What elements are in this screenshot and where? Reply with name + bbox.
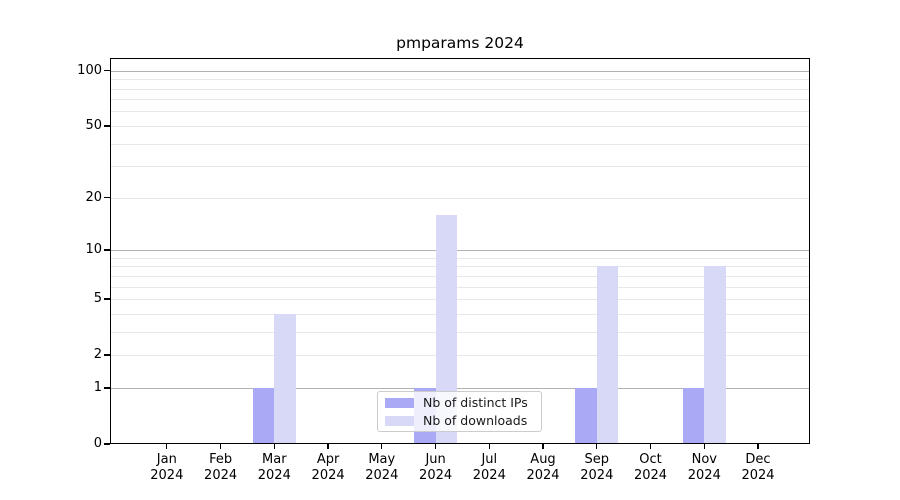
bar-downloads-sep	[596, 266, 619, 444]
legend: Nb of distinct IPs Nb of downloads	[377, 391, 542, 432]
bar-downloads-mar	[274, 313, 296, 444]
y-tick-label-2: 2	[93, 347, 102, 363]
y-gridline-6	[110, 286, 810, 288]
y-tick-100	[104, 69, 110, 72]
distinct-ips-swatch-icon	[385, 397, 414, 408]
y-gridline-40	[110, 143, 810, 145]
y-gridline-10	[110, 250, 810, 251]
y-tick-label-1: 1	[93, 379, 102, 395]
x-tick-label-nov: Nov 2024	[687, 452, 721, 483]
x-tick-label-feb: Feb 2024	[204, 452, 238, 483]
y-tick-10	[104, 249, 110, 251]
y-tick-5	[104, 298, 110, 300]
y-gridline-3	[110, 331, 810, 333]
x-tick-jan	[166, 444, 168, 449]
bar-distinct-ips-mar	[252, 387, 275, 444]
y-tick-label-20: 20	[85, 189, 102, 205]
chart-title: pmparams 2024	[396, 34, 524, 52]
y-gridline-8	[110, 266, 810, 268]
y-gridline-70	[110, 99, 810, 101]
y-gridline-50	[110, 125, 810, 127]
x-tick-label-mar: Mar 2024	[257, 452, 291, 483]
y-tick-20	[104, 197, 110, 199]
bar-distinct-ips-sep	[575, 387, 597, 444]
x-tick-label-jan: Jan 2024	[150, 452, 184, 483]
y-gridline-30	[110, 166, 810, 168]
y-gridline-2	[110, 355, 810, 357]
x-tick-label-oct: Oct 2024	[633, 452, 668, 483]
y-tick-50	[104, 125, 110, 127]
x-tick-apr	[327, 444, 329, 449]
y-tick-2	[104, 354, 110, 356]
x-tick-label-sep: Sep 2024	[580, 452, 614, 483]
x-tick-jul	[488, 444, 490, 449]
x-tick-aug	[542, 444, 544, 449]
y-tick-label-100: 100	[77, 62, 102, 78]
y-tick-1	[104, 387, 110, 389]
y-gridline-90	[110, 79, 810, 81]
x-tick-label-apr: Apr 2024	[311, 452, 345, 483]
y-gridline-60	[110, 111, 810, 113]
y-tick-0	[104, 443, 110, 445]
y-gridline-7	[110, 275, 810, 277]
x-tick-label-aug: Aug 2024	[526, 452, 560, 483]
x-tick-dec	[757, 444, 759, 449]
legend-label-downloads: Nb of downloads	[423, 413, 528, 428]
x-tick-jun	[434, 444, 437, 449]
legend-label-distinct-ips: Nb of distinct IPs	[423, 395, 528, 410]
x-tick-sep	[596, 444, 598, 449]
x-tick-label-may: May 2024	[365, 452, 399, 483]
bar-distinct-ips-nov	[682, 387, 705, 444]
y-gridline-4	[110, 313, 810, 315]
legend-item-downloads: Nb of downloads	[385, 413, 534, 428]
x-tick-oct	[649, 444, 652, 449]
x-tick-label-jun: Jun 2024	[419, 452, 453, 483]
x-tick-nov	[703, 444, 705, 449]
y-gridline-100	[110, 70, 810, 72]
y-tick-label-10: 10	[85, 242, 102, 257]
bar-downloads-nov	[704, 266, 726, 444]
legend-item-distinct-ips: Nb of distinct IPs	[385, 395, 534, 410]
x-tick-label-jul: Jul 2024	[472, 452, 506, 483]
y-gridline-1	[110, 387, 810, 389]
y-tick-label-50: 50	[85, 117, 102, 133]
x-tick-may	[381, 444, 383, 449]
y-gridline-80	[110, 88, 810, 90]
y-gridline-20	[110, 197, 810, 199]
bar-downloads-jun	[435, 214, 458, 444]
y-gridline-5	[110, 299, 810, 300]
y-tick-label-5: 5	[93, 291, 102, 306]
x-tick-feb	[219, 444, 222, 449]
downloads-swatch-icon	[385, 415, 414, 426]
y-gridline-9	[110, 257, 810, 259]
y-tick-label-0: 0	[93, 436, 102, 451]
x-tick-mar	[273, 444, 275, 449]
x-tick-label-dec: Dec 2024	[741, 452, 775, 483]
